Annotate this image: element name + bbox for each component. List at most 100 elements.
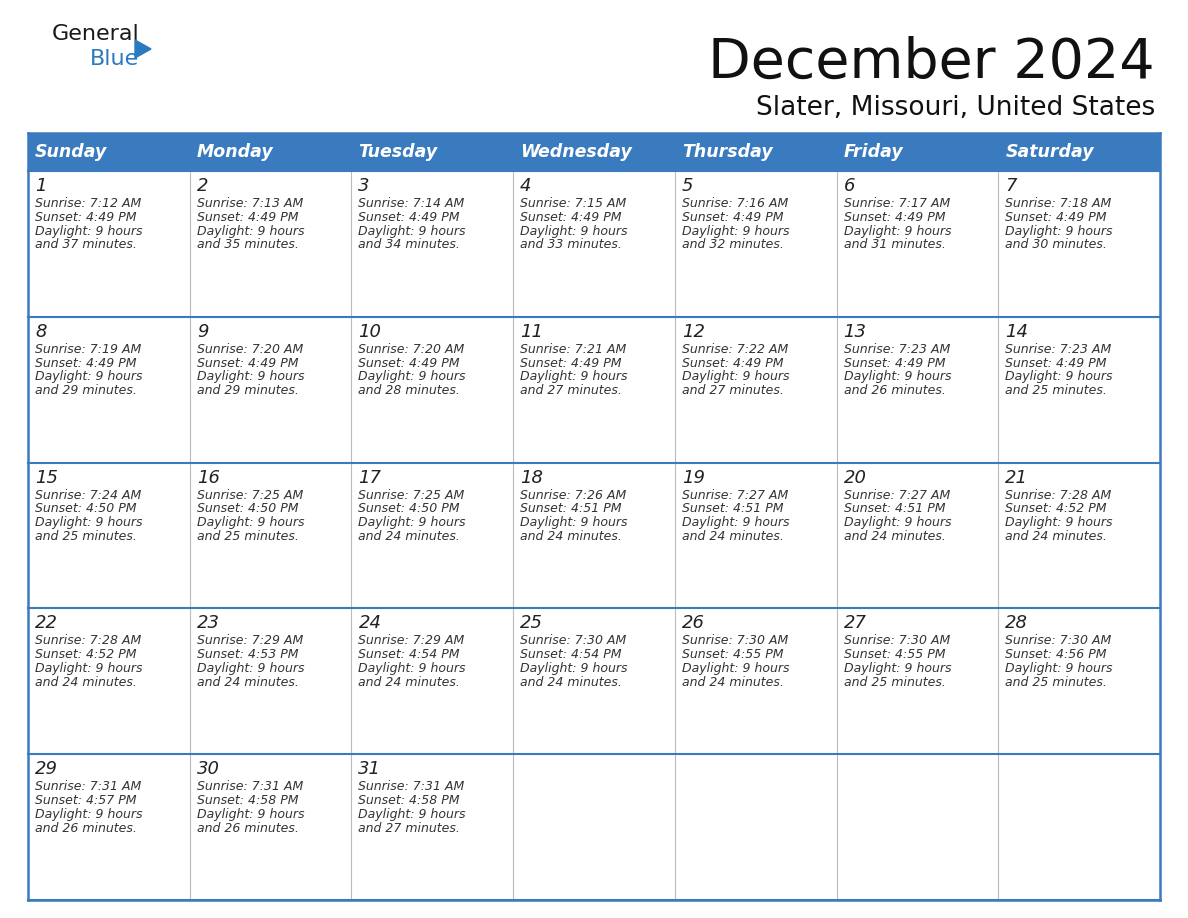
Text: and 25 minutes.: and 25 minutes. xyxy=(843,676,946,688)
Text: 6: 6 xyxy=(843,177,855,195)
Text: Sunset: 4:49 PM: Sunset: 4:49 PM xyxy=(197,211,298,224)
Text: Sunset: 4:52 PM: Sunset: 4:52 PM xyxy=(1005,502,1107,515)
Text: Daylight: 9 hours: Daylight: 9 hours xyxy=(34,370,143,384)
Text: Sunset: 4:49 PM: Sunset: 4:49 PM xyxy=(520,211,621,224)
Bar xyxy=(998,609,1159,755)
Text: Sunrise: 7:29 AM: Sunrise: 7:29 AM xyxy=(359,634,465,647)
Text: Sunset: 4:51 PM: Sunset: 4:51 PM xyxy=(520,502,621,515)
Text: Sunset: 4:56 PM: Sunset: 4:56 PM xyxy=(1005,648,1107,661)
Text: Sunset: 4:55 PM: Sunset: 4:55 PM xyxy=(682,648,783,661)
Text: Sunrise: 7:30 AM: Sunrise: 7:30 AM xyxy=(682,634,788,647)
Text: Blue: Blue xyxy=(90,49,139,69)
Text: 13: 13 xyxy=(843,323,866,341)
Bar xyxy=(836,317,998,463)
Text: Sunset: 4:53 PM: Sunset: 4:53 PM xyxy=(197,648,298,661)
Text: Sunset: 4:49 PM: Sunset: 4:49 PM xyxy=(843,211,946,224)
Text: Sunrise: 7:14 AM: Sunrise: 7:14 AM xyxy=(359,197,465,210)
Text: Daylight: 9 hours: Daylight: 9 hours xyxy=(843,370,952,384)
Text: Sunset: 4:49 PM: Sunset: 4:49 PM xyxy=(520,356,621,370)
Bar xyxy=(190,463,352,609)
Bar xyxy=(998,171,1159,317)
Text: Sunrise: 7:31 AM: Sunrise: 7:31 AM xyxy=(34,780,141,793)
Text: and 24 minutes.: and 24 minutes. xyxy=(359,530,460,543)
Text: Sunset: 4:50 PM: Sunset: 4:50 PM xyxy=(34,502,137,515)
Text: 2: 2 xyxy=(197,177,208,195)
Text: Sunrise: 7:12 AM: Sunrise: 7:12 AM xyxy=(34,197,141,210)
Text: and 26 minutes.: and 26 minutes. xyxy=(34,822,137,834)
Text: 7: 7 xyxy=(1005,177,1017,195)
Bar xyxy=(675,755,836,900)
Text: Sunrise: 7:17 AM: Sunrise: 7:17 AM xyxy=(843,197,950,210)
Text: Sunset: 4:58 PM: Sunset: 4:58 PM xyxy=(197,794,298,807)
Text: Sunset: 4:51 PM: Sunset: 4:51 PM xyxy=(843,502,946,515)
Text: Sunrise: 7:30 AM: Sunrise: 7:30 AM xyxy=(520,634,626,647)
Text: and 28 minutes.: and 28 minutes. xyxy=(359,385,460,397)
Text: and 24 minutes.: and 24 minutes. xyxy=(1005,530,1107,543)
Text: 27: 27 xyxy=(843,614,866,633)
Bar xyxy=(29,171,190,317)
Bar xyxy=(190,609,352,755)
Text: 23: 23 xyxy=(197,614,220,633)
Text: Sunset: 4:55 PM: Sunset: 4:55 PM xyxy=(843,648,946,661)
Text: Daylight: 9 hours: Daylight: 9 hours xyxy=(197,370,304,384)
Text: Sunrise: 7:20 AM: Sunrise: 7:20 AM xyxy=(359,342,465,356)
Text: and 24 minutes.: and 24 minutes. xyxy=(843,530,946,543)
Bar xyxy=(998,133,1159,171)
Text: Daylight: 9 hours: Daylight: 9 hours xyxy=(843,516,952,529)
Text: and 26 minutes.: and 26 minutes. xyxy=(197,822,298,834)
Text: Daylight: 9 hours: Daylight: 9 hours xyxy=(359,662,466,675)
Bar xyxy=(998,317,1159,463)
Bar xyxy=(190,317,352,463)
Text: Sunset: 4:54 PM: Sunset: 4:54 PM xyxy=(520,648,621,661)
Text: 8: 8 xyxy=(34,323,46,341)
Text: and 24 minutes.: and 24 minutes. xyxy=(520,530,623,543)
Text: 19: 19 xyxy=(682,468,704,487)
Text: Sunset: 4:50 PM: Sunset: 4:50 PM xyxy=(197,502,298,515)
Text: Daylight: 9 hours: Daylight: 9 hours xyxy=(197,662,304,675)
Text: Sunset: 4:49 PM: Sunset: 4:49 PM xyxy=(682,211,783,224)
Bar xyxy=(836,755,998,900)
Text: Sunrise: 7:21 AM: Sunrise: 7:21 AM xyxy=(520,342,626,356)
Text: Daylight: 9 hours: Daylight: 9 hours xyxy=(359,516,466,529)
Text: and 24 minutes.: and 24 minutes. xyxy=(520,676,623,688)
Text: Daylight: 9 hours: Daylight: 9 hours xyxy=(843,662,952,675)
Text: 17: 17 xyxy=(359,468,381,487)
Text: and 24 minutes.: and 24 minutes. xyxy=(34,676,137,688)
Bar xyxy=(513,755,675,900)
Text: Daylight: 9 hours: Daylight: 9 hours xyxy=(682,370,789,384)
Bar xyxy=(352,317,513,463)
Text: and 25 minutes.: and 25 minutes. xyxy=(197,530,298,543)
Text: and 35 minutes.: and 35 minutes. xyxy=(197,239,298,252)
Text: and 29 minutes.: and 29 minutes. xyxy=(197,385,298,397)
Text: and 24 minutes.: and 24 minutes. xyxy=(682,676,784,688)
Text: Sunrise: 7:22 AM: Sunrise: 7:22 AM xyxy=(682,342,788,356)
Bar xyxy=(513,609,675,755)
Text: Sunday: Sunday xyxy=(34,143,107,161)
Text: Daylight: 9 hours: Daylight: 9 hours xyxy=(1005,370,1113,384)
Text: and 32 minutes.: and 32 minutes. xyxy=(682,239,784,252)
Bar xyxy=(513,463,675,609)
Text: Sunset: 4:49 PM: Sunset: 4:49 PM xyxy=(682,356,783,370)
Text: Sunset: 4:49 PM: Sunset: 4:49 PM xyxy=(34,211,137,224)
Text: Daylight: 9 hours: Daylight: 9 hours xyxy=(682,516,789,529)
Text: 24: 24 xyxy=(359,614,381,633)
Text: General: General xyxy=(52,24,140,44)
Text: Sunrise: 7:25 AM: Sunrise: 7:25 AM xyxy=(359,488,465,501)
Text: Sunrise: 7:20 AM: Sunrise: 7:20 AM xyxy=(197,342,303,356)
Bar xyxy=(352,171,513,317)
Text: and 25 minutes.: and 25 minutes. xyxy=(1005,385,1107,397)
Text: 21: 21 xyxy=(1005,468,1029,487)
Text: 26: 26 xyxy=(682,614,704,633)
Text: Daylight: 9 hours: Daylight: 9 hours xyxy=(197,516,304,529)
Bar xyxy=(190,133,352,171)
Text: Daylight: 9 hours: Daylight: 9 hours xyxy=(34,808,143,821)
Text: and 37 minutes.: and 37 minutes. xyxy=(34,239,137,252)
Text: Sunset: 4:50 PM: Sunset: 4:50 PM xyxy=(359,502,460,515)
Text: 12: 12 xyxy=(682,323,704,341)
Bar xyxy=(190,171,352,317)
Text: Daylight: 9 hours: Daylight: 9 hours xyxy=(682,225,789,238)
Text: Sunset: 4:54 PM: Sunset: 4:54 PM xyxy=(359,648,460,661)
Bar xyxy=(352,609,513,755)
Text: Daylight: 9 hours: Daylight: 9 hours xyxy=(197,225,304,238)
Text: Friday: Friday xyxy=(843,143,903,161)
